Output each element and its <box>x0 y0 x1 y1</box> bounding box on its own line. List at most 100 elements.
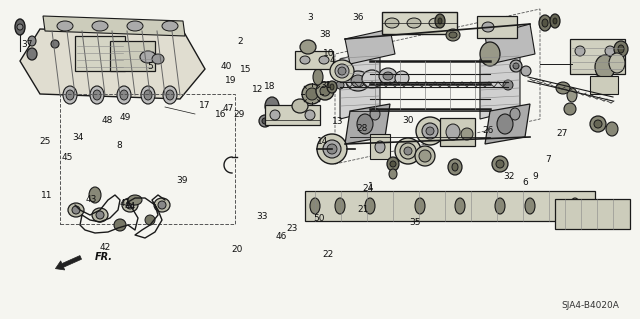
Polygon shape <box>480 49 520 119</box>
Ellipse shape <box>438 18 442 24</box>
Text: 12: 12 <box>252 85 264 94</box>
Ellipse shape <box>496 160 504 168</box>
Ellipse shape <box>292 99 308 113</box>
Text: 45: 45 <box>61 153 73 162</box>
Ellipse shape <box>575 46 585 56</box>
Ellipse shape <box>415 146 435 166</box>
Ellipse shape <box>128 195 142 205</box>
Ellipse shape <box>270 110 280 120</box>
Text: 50: 50 <box>313 214 324 223</box>
Ellipse shape <box>126 201 134 209</box>
Text: 46: 46 <box>276 232 287 241</box>
Bar <box>370 134 390 159</box>
Ellipse shape <box>395 138 421 164</box>
Ellipse shape <box>327 81 337 93</box>
Text: SJA4-B4020A: SJA4-B4020A <box>562 301 620 310</box>
Text: 6: 6 <box>522 178 527 187</box>
Ellipse shape <box>521 66 531 76</box>
Text: 24: 24 <box>362 184 374 193</box>
Ellipse shape <box>259 115 271 127</box>
Ellipse shape <box>27 48 37 60</box>
Ellipse shape <box>510 108 520 120</box>
Ellipse shape <box>495 198 505 214</box>
Polygon shape <box>43 16 185 36</box>
Ellipse shape <box>330 60 354 82</box>
Ellipse shape <box>63 86 77 104</box>
Ellipse shape <box>422 123 438 139</box>
Ellipse shape <box>90 86 104 104</box>
Text: 31: 31 <box>321 81 332 90</box>
Ellipse shape <box>335 64 349 78</box>
Text: 21: 21 <box>357 205 369 214</box>
Text: 33: 33 <box>257 212 268 221</box>
Ellipse shape <box>609 53 625 73</box>
Ellipse shape <box>550 14 560 28</box>
Polygon shape <box>345 29 395 64</box>
Ellipse shape <box>166 90 174 100</box>
Text: 40: 40 <box>220 62 232 71</box>
Bar <box>382 12 457 34</box>
Text: 7: 7 <box>546 155 551 164</box>
Bar <box>295 51 333 69</box>
Text: 38: 38 <box>319 30 331 39</box>
Text: 19: 19 <box>225 76 237 85</box>
Text: 34: 34 <box>72 133 84 142</box>
Ellipse shape <box>152 54 164 64</box>
Ellipse shape <box>300 40 316 54</box>
Ellipse shape <box>66 90 74 100</box>
Polygon shape <box>345 104 390 144</box>
Ellipse shape <box>594 120 602 128</box>
Ellipse shape <box>553 18 557 24</box>
Ellipse shape <box>375 141 385 153</box>
Ellipse shape <box>605 46 615 56</box>
Ellipse shape <box>330 84 334 90</box>
Ellipse shape <box>305 110 315 120</box>
Ellipse shape <box>93 90 101 100</box>
Bar <box>570 39 625 74</box>
Ellipse shape <box>57 21 73 31</box>
Polygon shape <box>340 49 380 119</box>
Ellipse shape <box>162 21 178 31</box>
Text: 3: 3 <box>308 13 313 22</box>
Ellipse shape <box>122 198 138 212</box>
Ellipse shape <box>336 81 344 89</box>
Ellipse shape <box>362 70 382 88</box>
Ellipse shape <box>455 198 465 214</box>
Ellipse shape <box>446 29 460 41</box>
Ellipse shape <box>158 201 166 209</box>
Text: 36: 36 <box>353 13 364 22</box>
Text: 20: 20 <box>232 245 243 254</box>
Ellipse shape <box>435 14 445 28</box>
Ellipse shape <box>510 60 522 72</box>
Ellipse shape <box>320 86 330 96</box>
Ellipse shape <box>542 19 548 27</box>
Text: 9: 9 <box>532 172 538 181</box>
Ellipse shape <box>319 56 329 64</box>
Ellipse shape <box>51 40 59 48</box>
Ellipse shape <box>302 84 322 104</box>
Ellipse shape <box>564 103 576 115</box>
Ellipse shape <box>461 128 473 140</box>
Ellipse shape <box>416 117 444 145</box>
Ellipse shape <box>570 198 580 214</box>
Ellipse shape <box>114 219 126 231</box>
Ellipse shape <box>497 114 513 134</box>
Text: 41: 41 <box>120 199 131 208</box>
Ellipse shape <box>385 18 399 28</box>
Text: 37: 37 <box>21 40 33 48</box>
Ellipse shape <box>448 159 462 175</box>
Ellipse shape <box>389 169 397 179</box>
Ellipse shape <box>351 75 365 87</box>
FancyArrow shape <box>56 256 81 270</box>
Text: 14: 14 <box>317 137 328 146</box>
Ellipse shape <box>262 118 268 124</box>
Text: 10: 10 <box>323 49 334 58</box>
Ellipse shape <box>154 198 170 212</box>
Text: FR.: FR. <box>95 252 113 263</box>
Ellipse shape <box>310 198 320 214</box>
Ellipse shape <box>300 56 310 64</box>
Polygon shape <box>20 29 205 99</box>
Ellipse shape <box>370 108 380 120</box>
Bar <box>265 105 320 125</box>
Ellipse shape <box>96 211 104 219</box>
